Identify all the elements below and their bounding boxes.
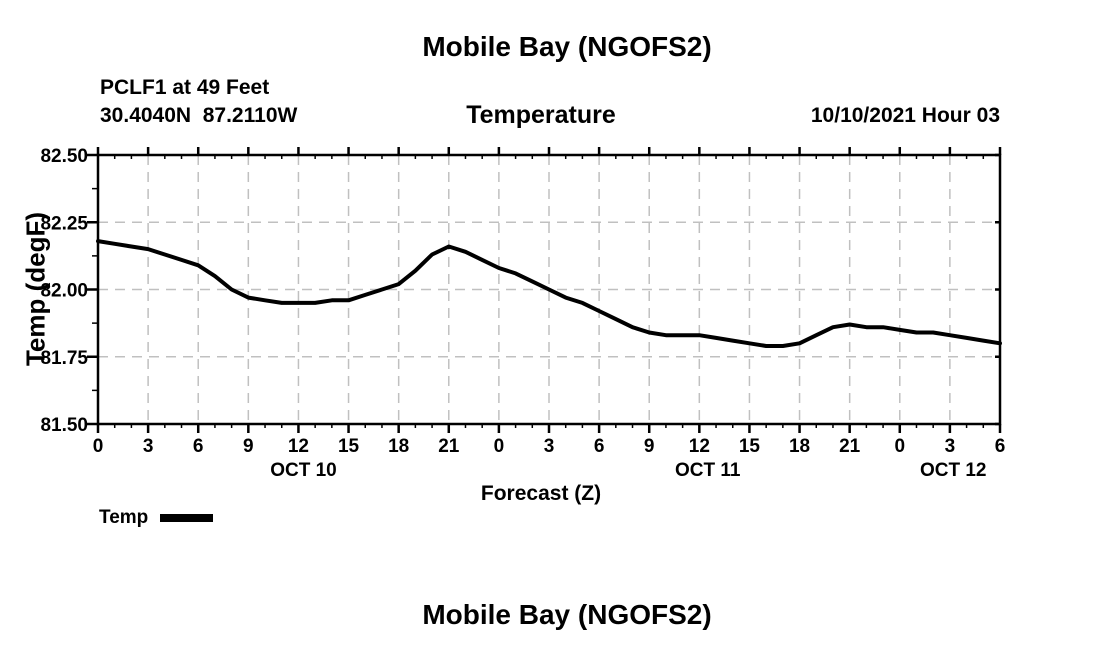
y-tick-label: 82.25 <box>40 213 88 234</box>
x-date-labels: OCT 10 OCT 11 OCT 12 <box>270 460 986 481</box>
forecast-run-label: 10/10/2021 Hour 03 <box>810 104 1000 127</box>
x-tick-label: 0 <box>894 436 905 457</box>
x-tick-label: 3 <box>544 436 555 457</box>
panel-title: Temperature <box>466 101 616 129</box>
x-tick-label: 0 <box>93 436 104 457</box>
y-tick-label: 81.50 <box>40 415 88 436</box>
x-date-label: OCT 12 <box>920 460 987 481</box>
next-page-title: Mobile Bay (NGOFS2) <box>422 599 712 630</box>
x-tick-label: 21 <box>839 436 861 457</box>
x-tick-label: 15 <box>739 436 761 457</box>
y-tick-label: 81.75 <box>40 348 88 369</box>
x-tick-label: 21 <box>438 436 460 457</box>
x-tick-label: 6 <box>995 436 1006 457</box>
station-coordinates: 30.4040N 87.2110W <box>100 104 298 127</box>
x-tick-label: 12 <box>689 436 710 457</box>
x-tick-label: 12 <box>288 436 309 457</box>
page-title: Mobile Bay (NGOFS2) <box>422 31 712 62</box>
y-tick-label: 82.00 <box>40 281 88 302</box>
temp-series-line <box>96 239 1002 348</box>
y-tick-labels: 81.50 81.75 82.00 82.25 82.50 <box>40 146 88 436</box>
legend-line-swatch <box>160 514 213 522</box>
x-tick-label: 9 <box>644 436 655 457</box>
station-label: PCLF1 at 49 Feet <box>100 76 270 99</box>
x-date-label: OCT 11 <box>675 460 741 481</box>
x-tick-label: 18 <box>789 436 810 457</box>
x-tick-label: 9 <box>243 436 254 457</box>
x-tick-label: 3 <box>945 436 956 457</box>
plot-border <box>96 153 1002 426</box>
x-tick-label: 6 <box>193 436 204 457</box>
x-tick-label: 6 <box>594 436 605 457</box>
legend-label: Temp <box>99 507 149 528</box>
x-tick-label: 3 <box>143 436 154 457</box>
x-tick-label: 18 <box>388 436 409 457</box>
x-tick-labels: 0 3 6 9 12 15 18 21 0 3 6 9 12 15 18 21 0 3 6 <box>93 436 1006 457</box>
x-tick-label: 15 <box>338 436 360 457</box>
x-axis-label: Forecast (Z) <box>480 482 602 505</box>
y-tick-label: 82.50 <box>40 146 88 167</box>
gridlines <box>98 155 1000 424</box>
x-date-label: OCT 10 <box>270 460 337 481</box>
x-tick-label: 0 <box>494 436 505 457</box>
